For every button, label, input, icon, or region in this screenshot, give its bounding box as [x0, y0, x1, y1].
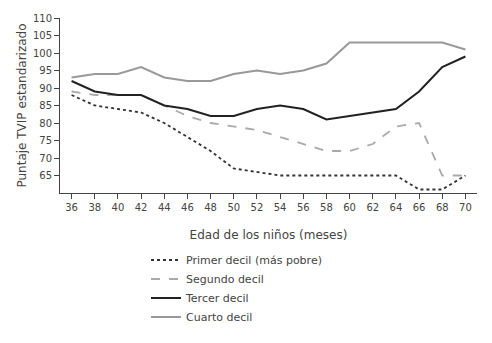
svg-text:66: 66: [413, 202, 426, 213]
svg-text:62: 62: [366, 202, 379, 213]
svg-text:90: 90: [39, 83, 52, 94]
svg-text:64: 64: [390, 202, 403, 213]
svg-text:56: 56: [297, 202, 310, 213]
svg-text:85: 85: [39, 100, 52, 111]
svg-text:48: 48: [204, 202, 217, 213]
svg-text:Segundo decil: Segundo decil: [186, 273, 264, 286]
svg-text:Tercer decil: Tercer decil: [185, 292, 249, 305]
svg-text:70: 70: [459, 202, 472, 213]
svg-text:68: 68: [436, 202, 449, 213]
svg-text:Cuarto decil: Cuarto decil: [186, 311, 252, 324]
svg-text:46: 46: [181, 202, 194, 213]
svg-text:54: 54: [274, 202, 287, 213]
svg-text:105: 105: [33, 30, 52, 41]
svg-text:38: 38: [88, 202, 101, 213]
svg-text:75: 75: [39, 135, 52, 146]
svg-text:Primer decil (más pobre): Primer decil (más pobre): [186, 254, 322, 267]
svg-text:80: 80: [39, 118, 52, 129]
svg-text:65: 65: [39, 170, 52, 181]
svg-text:Edad de los niños (meses): Edad de los niños (meses): [190, 228, 348, 242]
svg-text:44: 44: [158, 202, 171, 213]
svg-text:40: 40: [112, 202, 125, 213]
svg-text:110: 110: [33, 13, 52, 24]
svg-text:36: 36: [65, 202, 78, 213]
svg-text:100: 100: [33, 48, 52, 59]
svg-text:60: 60: [343, 202, 356, 213]
svg-text:Puntaje TVIP estandarizado: Puntaje TVIP estandarizado: [15, 23, 29, 187]
svg-text:70: 70: [39, 153, 52, 164]
svg-text:58: 58: [320, 202, 333, 213]
svg-text:95: 95: [39, 65, 52, 76]
svg-text:52: 52: [251, 202, 264, 213]
svg-text:42: 42: [135, 202, 148, 213]
svg-text:50: 50: [227, 202, 240, 213]
